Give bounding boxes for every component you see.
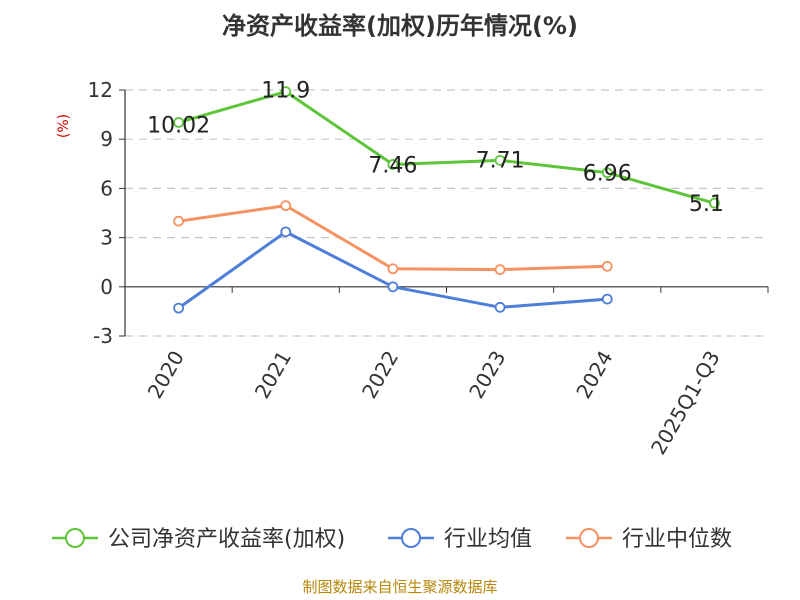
series-0-point-3 [494,154,506,166]
legend: 公司净资产收益率(加权) 行业均值 行业中位数 [52,527,732,552]
legend-label-2: 行业中位数 [622,527,732,552]
series-1-point-3 [494,301,506,313]
series-1-point-1 [280,226,292,238]
data-label-5: 5.1 [689,192,724,217]
chart-title: 净资产收益率(加权)历年情况(%) [222,12,578,40]
data-label-1: 11.9 [261,79,310,104]
legend-label-0: 公司净资产收益率(加权) [108,527,345,552]
series-2-point-1 [280,200,292,212]
series-1-point-4 [601,293,613,305]
series-0-point-4 [601,167,613,179]
y-tick-label-1: 0 [100,275,113,299]
data-label-2: 7.46 [368,153,417,178]
x-tick-label-2: 2022 [357,347,403,403]
series-2-point-3 [494,264,506,275]
y-tick-label-3: 6 [100,176,113,200]
y-axis-label: (%) [56,114,72,138]
series-line-0 [178,90,715,205]
x-tick-label-1: 2021 [250,347,296,403]
series-0-point-1 [280,86,292,98]
y-tick-label-5: 12 [88,78,113,102]
legend-label-1: 行业均值 [444,527,532,552]
series-2-point-4 [601,260,613,272]
series-1-point-0 [173,302,184,314]
series-0-point-0 [173,117,184,128]
series-group [173,86,720,314]
x-tick-label-4: 2024 [571,347,617,403]
series-2-point-2 [387,263,399,275]
data-labels: 10.02 11.9 7.46 7.71 6.96 5.1 [147,79,724,218]
legend-marker-2 [579,528,599,548]
series-0-point-5 [709,197,720,209]
y-tick-label-4: 9 [100,127,113,151]
x-tick-label-3: 2023 [464,347,510,403]
grid-lines [125,89,768,337]
data-label-0: 10.02 [147,113,210,138]
x-tick-label-0: 2020 [143,347,189,403]
series-2-point-0 [173,215,184,227]
data-label-4: 6.96 [583,162,632,187]
legend-marker-1 [401,528,421,548]
x-tick-label-5: 2025Q1-Q3 [646,347,725,459]
data-label-3: 7.71 [476,148,525,173]
series-1-point-2 [387,281,399,293]
y-tick-label-2: 3 [100,226,113,250]
series-0-point-2 [387,159,399,170]
legend-marker-0 [65,528,85,548]
source-note: 制图数据来自恒生聚源数据库 [302,578,497,596]
y-tick-label-0: -3 [93,324,113,348]
